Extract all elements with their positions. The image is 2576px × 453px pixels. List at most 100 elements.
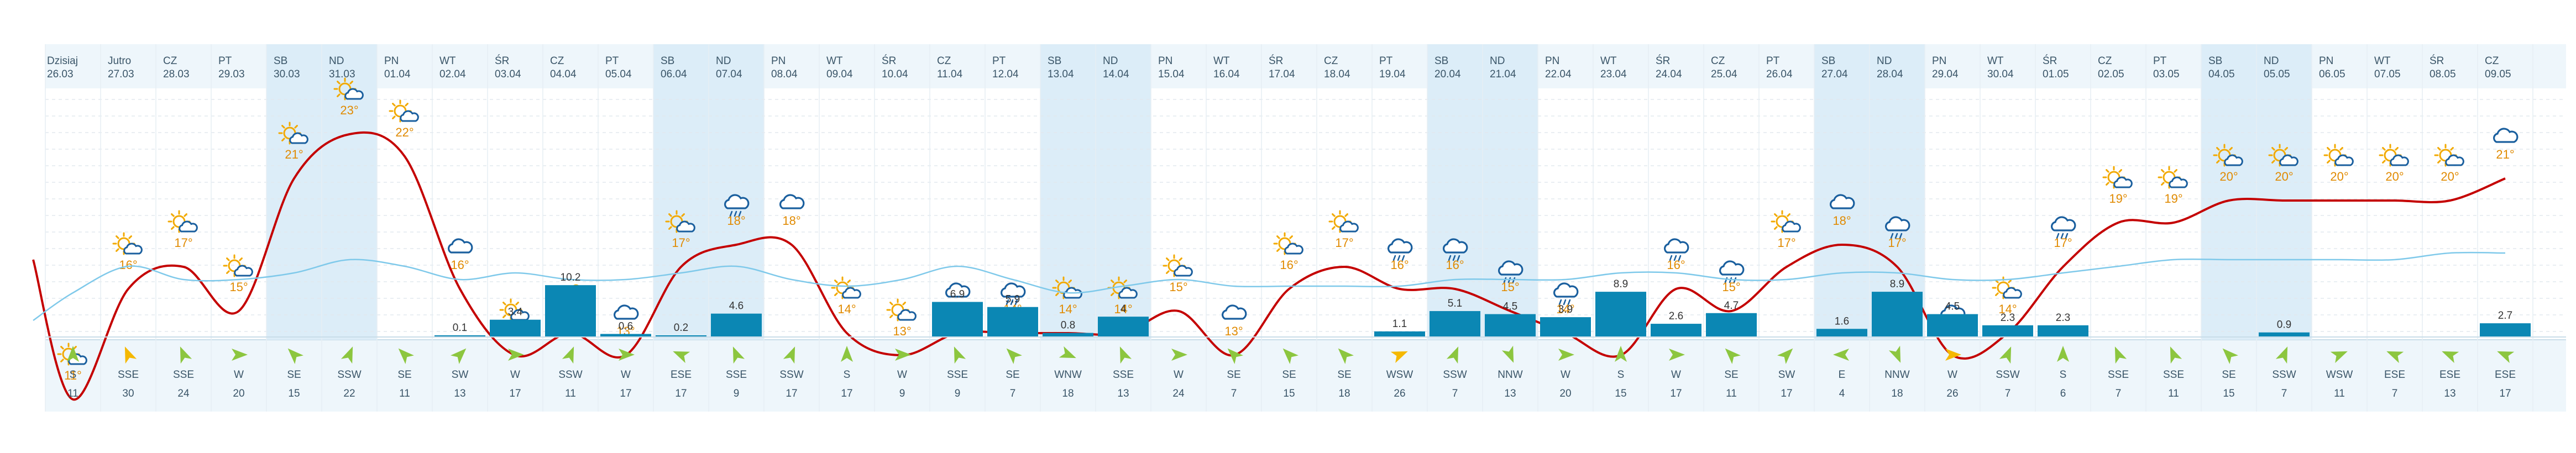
temperature-label: 17° <box>174 236 192 250</box>
precipitation-label: 0.2 <box>674 322 688 334</box>
precipitation-label: 0.9 <box>2277 319 2291 331</box>
wind-direction-label: SSE <box>118 369 139 381</box>
day-name-label: SB <box>2208 55 2222 67</box>
sun-cloud-icon <box>112 232 143 255</box>
precipitation-bar <box>600 334 651 337</box>
wind-direction-label: SSW <box>1443 369 1467 381</box>
day-date-label: 04.05 <box>2208 69 2235 80</box>
day-date-label: 15.04 <box>1158 69 1185 80</box>
cloud-rain-icon <box>1719 260 1745 283</box>
precipitation-bar <box>1098 317 1149 337</box>
precipitation-bar <box>1927 314 1978 337</box>
wind-speed-label: 13 <box>454 388 465 399</box>
temperature-label: 13° <box>893 324 911 338</box>
day-name-label: SB <box>1434 55 1448 67</box>
day-date-label: 27.03 <box>108 69 134 80</box>
day-date-label: 14.04 <box>1103 69 1129 80</box>
day-name-label: ŚR <box>2430 55 2444 67</box>
wind-direction-label: E <box>1839 369 1846 381</box>
day-name-label: ŚR <box>495 55 509 67</box>
precipitation-bar <box>2038 325 2088 337</box>
temperature-label: 22° <box>395 125 413 139</box>
weekend-column-bg <box>709 44 764 340</box>
precipitation-bar <box>1430 311 1480 337</box>
wind-direction-arrow-icon <box>895 349 911 361</box>
wind-direction-arrow-icon <box>2442 351 2459 364</box>
temperature-label: 18° <box>1832 214 1851 228</box>
wind-band <box>45 340 2566 412</box>
temperature-label: 15° <box>1501 280 1519 294</box>
day-date-label: 20.04 <box>1434 69 1461 80</box>
day-name-label: PN <box>1932 55 1946 67</box>
wind-direction-label: SSE <box>2108 369 2129 381</box>
wind-direction-label: S <box>1617 369 1625 381</box>
sun-cloud-icon <box>333 77 364 101</box>
precipitation-trend-line <box>33 251 2506 322</box>
day-name-label: SB <box>274 55 287 67</box>
day-name-label: WT <box>1987 55 2004 67</box>
wind-direction-label: S <box>2060 369 2067 381</box>
temperature-label: 11° <box>64 368 82 382</box>
precipitation-label: 5.9 <box>1006 294 1020 305</box>
wind-direction-label: SE <box>397 369 411 381</box>
wind-direction-arrow-icon <box>673 351 690 364</box>
day-name-label: ND <box>2264 55 2279 67</box>
wind-direction-label: W <box>1174 369 1184 381</box>
day-name-label: ND <box>1877 55 1892 67</box>
wind-speed-label: 7 <box>1452 388 1458 399</box>
day-date-label: 04.04 <box>550 69 577 80</box>
day-date-label: 12.04 <box>992 69 1019 80</box>
day-name-label: PT <box>1766 55 1780 67</box>
weekend-column-bg <box>266 44 322 340</box>
temperature-label: 14° <box>1114 302 1132 316</box>
day-date-label: 30.04 <box>1987 69 2014 80</box>
wind-direction-arrow-icon <box>1390 351 1408 364</box>
day-date-label: 22.04 <box>1545 69 1572 80</box>
precipitation-label: 0.8 <box>1061 320 1075 331</box>
precipitation-bar <box>1485 314 1536 337</box>
weekend-column-bg <box>2256 44 2312 340</box>
wind-speed-label: 11 <box>565 388 576 399</box>
wind-speed-label: 7 <box>2116 388 2122 399</box>
cloud-icon <box>1221 304 1247 320</box>
wind-direction-arrow-icon <box>67 346 79 362</box>
precipitation-bar <box>1043 333 1093 337</box>
precipitation-bar <box>1651 324 1701 337</box>
wind-speed-label: 18 <box>1062 388 1074 399</box>
day-date-label: 28.04 <box>1877 69 1903 80</box>
wind-direction-label: S <box>844 369 851 381</box>
precipitation-label: 4.5 <box>1945 301 1960 313</box>
wind-direction-arrow-icon <box>2222 348 2238 364</box>
day-date-label: 27.04 <box>1821 69 1848 80</box>
cloud-icon <box>447 238 473 254</box>
wind-speed-label: 11 <box>2168 388 2179 399</box>
wind-direction-label: WSW <box>2326 369 2353 381</box>
temperature-label: 14° <box>1059 302 1077 316</box>
day-date-label: 05.05 <box>2264 69 2290 80</box>
cloud-rain-icon <box>1442 238 1468 261</box>
day-name-label: PT <box>2153 55 2167 67</box>
wind-direction-arrow-icon <box>732 346 745 364</box>
precipitation-label: 4 <box>1121 303 1127 315</box>
wind-direction-label: NNW <box>1498 369 1522 381</box>
day-name-label: Jutro <box>108 55 131 67</box>
temperature-label: 15° <box>1722 280 1740 294</box>
sun-cloud-icon <box>886 298 917 322</box>
wind-direction-arrow-icon <box>180 346 192 364</box>
wind-speed-label: 17 <box>841 388 852 399</box>
sun-cloud-icon <box>665 210 695 233</box>
day-date-label: 30.03 <box>274 69 300 80</box>
precipitation-label: 8.9 <box>1890 278 1904 290</box>
sun-cloud-icon <box>2434 144 2464 167</box>
precipitation-label: 4.5 <box>1503 301 1517 313</box>
day-date-label: 05.04 <box>605 69 632 80</box>
wind-speed-label: 20 <box>1559 388 1571 399</box>
wind-speed-label: 17 <box>675 388 687 399</box>
day-name-label: CZ <box>2485 55 2499 67</box>
wind-direction-arrow-icon <box>232 349 248 361</box>
day-date-label: 23.04 <box>1600 69 1627 80</box>
wind-direction-label: S <box>70 369 77 381</box>
temperature-label: 20° <box>2385 170 2404 183</box>
temperature-label: 19° <box>2164 192 2182 206</box>
precipitation-label: 1.1 <box>1392 318 1407 330</box>
